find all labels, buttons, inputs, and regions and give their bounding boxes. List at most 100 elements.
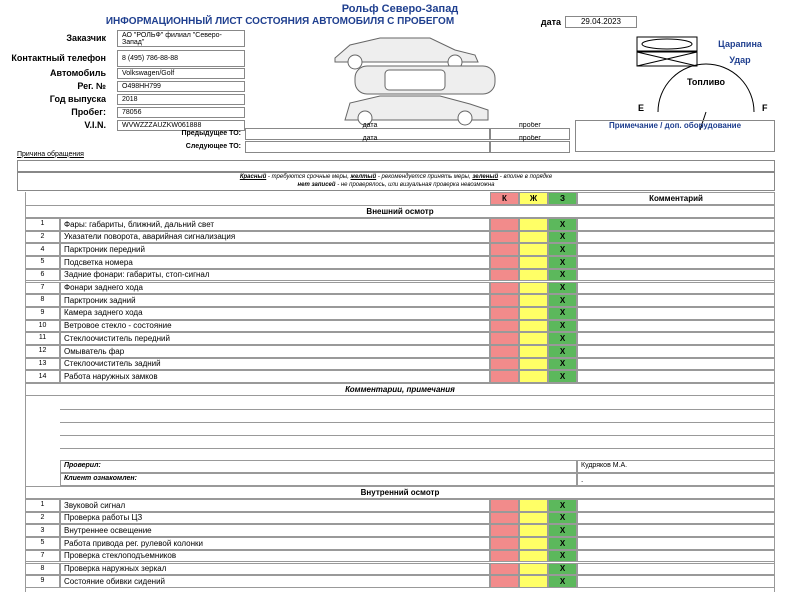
title: ИНФОРМАЦИОННЫЙ ЛИСТ СОСТОЯНИЯ АВТОМОБИЛЯ…: [105, 16, 455, 27]
comment-line: [60, 409, 775, 411]
status-cell: X: [548, 524, 577, 538]
status-cell: [490, 537, 519, 550]
row-number: 12: [25, 345, 60, 358]
status-cell: X: [548, 243, 577, 257]
field-value: О498НН799: [117, 81, 245, 92]
reason-box: [17, 160, 775, 172]
comment-cell: [577, 549, 775, 563]
column-header: Комментарий: [577, 192, 775, 205]
car-diagram: [334, 37, 496, 126]
row-name: Внутреннее освещение: [60, 524, 490, 538]
status-cell: [490, 562, 519, 576]
status-cell: [519, 306, 548, 320]
status-cell: [490, 218, 519, 231]
status-cell: X: [548, 537, 577, 550]
comment-cell: [577, 511, 775, 525]
row-number: 13: [25, 357, 60, 371]
legend-text: - требуются срочные меры,: [266, 174, 351, 181]
row-number: 1: [25, 499, 60, 512]
row-name: Парктроник передний: [60, 243, 490, 257]
status-cell: [519, 537, 548, 550]
comment-cell: [577, 499, 775, 512]
row-name: Звуковой сигнал: [60, 499, 490, 512]
row-name: Работа наружных замков: [60, 370, 490, 384]
legend-text: - рекомендуется принять меры,: [376, 174, 473, 181]
comment-line: [60, 422, 775, 424]
date-label: дата: [540, 16, 561, 27]
status-cell: X: [548, 562, 577, 576]
field-value: WVWZZZAUZKW061888: [117, 120, 245, 131]
status-cell: [490, 332, 519, 345]
field-value: АО "РОЛЬФ" филиал "Северо-Запад": [117, 30, 245, 47]
status-cell: X: [548, 294, 577, 307]
legend-line: Красный - требуются срочные меры, желтый…: [240, 174, 552, 181]
field-label: Автомобиль: [50, 68, 106, 78]
row-number: 8: [25, 562, 60, 576]
scratch-symbol-box: [636, 36, 698, 52]
note-label: Примечание / доп. оборудование: [608, 120, 742, 130]
row-number: 2: [25, 511, 60, 525]
row-name: Работа привода рег. рулевой колонки: [60, 537, 490, 550]
comment-cell: [577, 562, 775, 576]
status-cell: [490, 575, 519, 588]
reason-label: Причина обращения: [17, 150, 84, 158]
row-name: Камера заднего хода: [60, 306, 490, 320]
row-name: Состояние обивки сидений: [60, 575, 490, 588]
comment-cell: [577, 575, 775, 588]
status-cell: [490, 243, 519, 257]
status-cell: [490, 524, 519, 538]
status-cell: [490, 268, 519, 282]
status-cell: [519, 499, 548, 512]
client-label: Клиент ознакомлен:: [60, 473, 577, 486]
row-name: Ветровое стекло - состояние: [60, 319, 490, 333]
row-name: Стеклоочиститель передний: [60, 332, 490, 345]
row-number: 14: [25, 370, 60, 384]
status-cell: [519, 332, 548, 345]
fuel-label: Топливо: [686, 76, 726, 87]
status-cell: [519, 524, 548, 538]
status-cell: [519, 319, 548, 333]
field-value: 2018: [117, 94, 245, 105]
comments-title: Комментарии, примечания: [25, 383, 775, 397]
status-cell: X: [548, 218, 577, 231]
status-cell: [490, 511, 519, 525]
row-number: 3: [25, 524, 60, 538]
status-cell: [519, 549, 548, 563]
row-number: 6: [25, 268, 60, 282]
field-value: 8 (495) 786-88-88: [117, 50, 245, 67]
comment-cell: [577, 281, 775, 295]
comment-cell: [577, 268, 775, 282]
row-number: 8: [25, 294, 60, 307]
row-number: 9: [25, 575, 60, 588]
row-name: Омыватель фар: [60, 345, 490, 358]
service-mileage: [490, 128, 570, 140]
comment-cell: [577, 524, 775, 538]
status-cell: X: [548, 357, 577, 371]
legend-text: - вполне в порядке: [498, 174, 553, 181]
comment-line: [60, 448, 775, 450]
status-cell: X: [548, 370, 577, 384]
status-cell: [490, 319, 519, 333]
status-cell: [519, 218, 548, 231]
checked-label: Проверил:: [60, 460, 577, 473]
legend-text: - не проверялось, или визуальная проверк…: [335, 181, 495, 188]
service-date-label: дата: [362, 135, 378, 143]
status-cell: X: [548, 230, 577, 244]
status-cell: X: [548, 499, 577, 512]
status-cell: [519, 256, 548, 269]
comment-cell: [577, 357, 775, 371]
row-number: 5: [25, 537, 60, 550]
service-mileage: [490, 141, 570, 153]
row-number: 5: [25, 256, 60, 269]
comment-cell: [577, 319, 775, 333]
service-date: [245, 141, 490, 153]
row-name: Проверка наружных зеркал: [60, 562, 490, 576]
status-cell: [490, 357, 519, 371]
status-cell: [519, 230, 548, 244]
field-label: Год выпуска: [49, 94, 106, 104]
row-name: Стеклоочиститель задний: [60, 357, 490, 371]
row-name: Подсветка номера: [60, 256, 490, 269]
section-title: Внешний осмотр: [25, 205, 775, 218]
